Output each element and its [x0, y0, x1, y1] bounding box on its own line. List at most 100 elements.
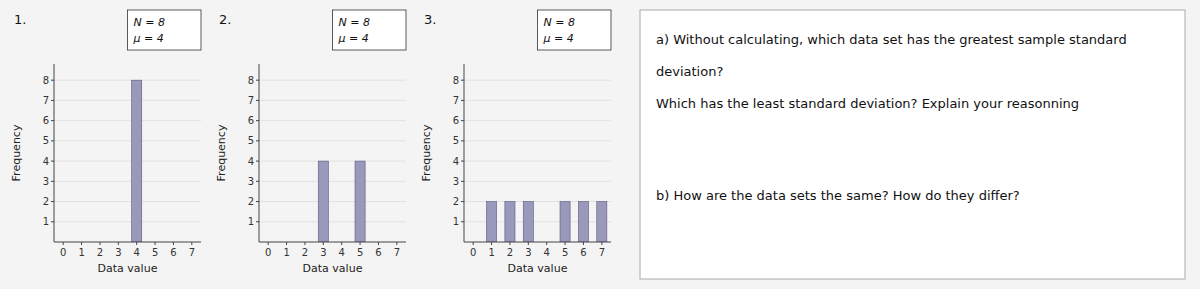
bar [505, 202, 515, 242]
x-tick [268, 242, 269, 245]
x-tick-label: 1 [78, 247, 84, 258]
annotation: N = 8 [134, 16, 165, 29]
chart-panel: 0123456712345678Data valueFrequency2.N =… [215, 10, 406, 275]
grid-line [464, 80, 611, 81]
y-tick-label: 3 [453, 176, 459, 187]
x-tick-label: 2 [507, 247, 513, 258]
y-tick [461, 181, 464, 182]
x-tick [286, 242, 287, 245]
y-tick-label: 1 [453, 216, 459, 227]
annotation: μ = 4 [133, 32, 164, 45]
bar [523, 202, 533, 242]
x-tick [565, 242, 566, 245]
grid-line [464, 181, 611, 182]
x-tick [583, 242, 584, 245]
grid-line [464, 120, 611, 121]
x-tick [155, 242, 156, 245]
grid-line [259, 140, 406, 141]
y-tick [256, 201, 259, 202]
x-tick-label: 0 [60, 247, 66, 258]
x-tick [601, 242, 602, 245]
x-axis-line [464, 242, 611, 243]
bar [132, 80, 142, 242]
grid-line [54, 120, 201, 121]
y-tick-label: 8 [248, 75, 254, 86]
y-tick-label: 7 [453, 95, 459, 106]
x-tick [378, 242, 379, 245]
x-tick [323, 242, 324, 245]
y-tick-label: 4 [453, 156, 459, 167]
grid-line [54, 201, 201, 202]
grid-line [464, 100, 611, 101]
x-tick [304, 242, 305, 245]
y-axis-line [259, 64, 260, 242]
x-axis-label: Data value [303, 262, 363, 275]
y-tick-label: 5 [43, 135, 49, 146]
x-tick [191, 242, 192, 245]
x-tick [473, 242, 474, 245]
annotation: μ = 4 [543, 32, 574, 45]
x-tick-label: 7 [599, 247, 605, 258]
x-tick [546, 242, 547, 245]
bar [487, 202, 497, 242]
grid-line [54, 80, 201, 81]
y-tick-label: 2 [43, 196, 49, 207]
x-tick-label: 0 [265, 247, 271, 258]
bars [132, 80, 142, 242]
x-axis-label: Data value [98, 262, 158, 275]
y-tick-label: 1 [43, 216, 49, 227]
x-tick [341, 242, 342, 245]
x-tick-label: 5 [152, 247, 158, 258]
x-tick [360, 242, 361, 245]
y-axis-label: Frequency [215, 124, 228, 181]
y-tick-label: 4 [248, 156, 254, 167]
y-tick [256, 181, 259, 182]
y-tick-label: 2 [248, 196, 254, 207]
x-tick [396, 242, 397, 245]
y-tick-label: 6 [453, 115, 459, 126]
grid-line [464, 140, 611, 141]
x-tick-label: 3 [115, 247, 121, 258]
y-tick [461, 140, 464, 141]
bar [597, 202, 607, 242]
x-tick [509, 242, 510, 245]
y-tick [51, 201, 54, 202]
annotation-box [333, 10, 407, 50]
question-panel: a) Without calculating, which data set h… [640, 10, 1185, 279]
x-tick-label: 3 [320, 247, 326, 258]
y-axis-line [54, 64, 55, 242]
grid-line [259, 100, 406, 101]
x-tick-label: 2 [302, 247, 308, 258]
x-tick [173, 242, 174, 245]
x-tick [99, 242, 100, 245]
annotation-box [128, 10, 202, 50]
y-tick [51, 140, 54, 141]
bars [318, 161, 365, 242]
x-tick [491, 242, 492, 245]
x-axis-line [259, 242, 406, 243]
y-tick [256, 161, 259, 162]
y-tick-label: 7 [248, 95, 254, 106]
y-tick-label: 6 [248, 115, 254, 126]
grid-line [54, 140, 201, 141]
chart-title: 3. [424, 12, 436, 27]
grid-line [259, 201, 406, 202]
annotation: N = 8 [339, 16, 370, 29]
x-tick [81, 242, 82, 245]
x-tick-label: 6 [170, 247, 176, 258]
grid-line [464, 221, 611, 222]
y-tick [256, 80, 259, 81]
y-tick-label: 2 [453, 196, 459, 207]
y-tick [51, 161, 54, 162]
grid-line [259, 221, 406, 222]
x-tick-label: 3 [525, 247, 531, 258]
y-tick-label: 1 [248, 216, 254, 227]
x-tick-label: 5 [562, 247, 568, 258]
y-tick-label: 6 [43, 115, 49, 126]
x-tick-label: 4 [544, 247, 550, 258]
question-text: Which has the least standard deviation? … [656, 96, 1079, 111]
x-tick-label: 1 [283, 247, 289, 258]
grid-line [54, 100, 201, 101]
question-text: deviation? [656, 64, 723, 79]
y-tick [461, 120, 464, 121]
